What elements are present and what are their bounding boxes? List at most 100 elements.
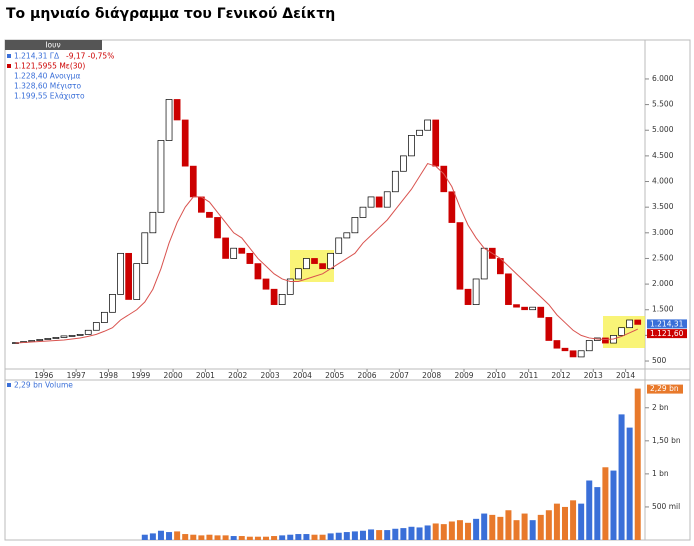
volume-bar: [166, 532, 173, 540]
candle: [238, 247, 246, 254]
candle: [464, 288, 472, 305]
volume-bar: [222, 535, 229, 540]
volume-bar: [626, 427, 633, 540]
candle: [521, 306, 528, 311]
candle: [60, 335, 68, 338]
candle: [343, 232, 351, 239]
candle: [246, 252, 254, 264]
candle: [157, 140, 165, 213]
candle: [424, 119, 431, 131]
x-tick-label: 2006: [357, 371, 376, 380]
x-tick-label: 2013: [584, 371, 603, 380]
candle: [577, 350, 585, 358]
x-tick-label: 2005: [325, 371, 344, 380]
candle: [553, 340, 561, 349]
candle: [286, 278, 294, 295]
x-tick-label: 1999: [131, 371, 150, 380]
y-tick-label: 2 bn: [652, 403, 669, 412]
legend-price: 1.214,31 ΓΔ: [14, 52, 60, 61]
candle: [375, 196, 383, 208]
candle: [391, 170, 399, 193]
volume-bar: [497, 516, 504, 540]
volume-bar: [335, 532, 342, 540]
volume-bar: [432, 523, 439, 540]
volume-bar: [513, 520, 520, 540]
volume-bar: [182, 534, 189, 540]
volume-bar: [440, 524, 447, 540]
last-value-box: [647, 329, 687, 339]
candle: [383, 191, 391, 208]
volume-bar: [311, 534, 318, 540]
volume-bar: [586, 480, 593, 540]
volume-bar: [618, 414, 625, 540]
volume-bar: [263, 536, 270, 540]
candle: [278, 294, 286, 305]
moving-average: [15, 162, 638, 344]
candle: [561, 347, 569, 352]
y-tick-label: 6.000: [652, 74, 674, 83]
candle: [68, 335, 76, 337]
x-tick-label: 1997: [67, 371, 86, 380]
candle: [367, 196, 375, 208]
volume-bar: [295, 534, 302, 540]
candle: [92, 322, 100, 331]
x-tick-label: 2004: [293, 371, 312, 380]
candle: [585, 340, 593, 352]
volume-bar: [448, 521, 455, 540]
x-tick-label: 2012: [551, 371, 570, 380]
candle: [109, 294, 116, 313]
legend-line: 1.328,60 Μέγιστο: [14, 82, 82, 91]
candle: [222, 237, 229, 259]
volume-bar: [465, 522, 472, 540]
candle: [294, 268, 302, 280]
candle: [569, 350, 577, 358]
volume-bar: [376, 530, 383, 540]
volume-bar: [190, 534, 197, 540]
x-tick-label: 2009: [454, 371, 473, 380]
candle: [440, 165, 448, 193]
x-tick-label: 2001: [196, 371, 215, 380]
volume-bar: [537, 514, 544, 540]
candle: [626, 319, 633, 329]
volume-bar: [368, 529, 375, 540]
y-tick-label: 5.000: [652, 125, 674, 134]
legend-ma: 1.121,5955 Με(30): [14, 62, 85, 71]
candle: [270, 288, 278, 305]
y-tick-label: 500: [652, 356, 667, 365]
volume-title: 2,29 bn Volume: [14, 381, 73, 390]
volume-bar: [545, 510, 552, 540]
volume-bar: [287, 534, 294, 540]
last-value-box: [647, 384, 683, 394]
candle: [303, 258, 310, 270]
legend-swatch: [7, 54, 11, 58]
candle: [545, 317, 553, 341]
candle: [230, 247, 238, 259]
volume-bar: [416, 527, 423, 540]
candle: [262, 278, 270, 290]
candle: [44, 338, 52, 340]
candle: [189, 165, 197, 198]
last-value-box: [647, 319, 687, 329]
volume-bar: [634, 388, 641, 540]
panel-frame: [4, 39, 691, 541]
volume-bar: [481, 513, 488, 540]
last-value-label: 2,29 bn: [650, 384, 679, 393]
volume-bar: [553, 503, 560, 540]
y-tick-label: 3.000: [652, 228, 674, 237]
candle: [101, 311, 108, 323]
volume-bar: [149, 533, 156, 540]
y-tick-label: 1,50 bn: [652, 436, 681, 445]
x-tick-label: 1998: [99, 371, 118, 380]
candle: [618, 327, 625, 336]
x-tick-label: 2011: [519, 371, 538, 380]
legend-header: [5, 40, 102, 50]
volume-bar: [392, 528, 399, 540]
y-tick-label: 2.000: [652, 279, 674, 288]
candle: [529, 306, 537, 311]
volume-bar: [198, 535, 205, 540]
candle: [76, 334, 84, 336]
legend-line: 1.199,55 Ελάχιστο: [14, 92, 85, 101]
candle: [117, 252, 124, 295]
volume-bar: [408, 526, 415, 540]
volume-bar: [473, 518, 480, 540]
